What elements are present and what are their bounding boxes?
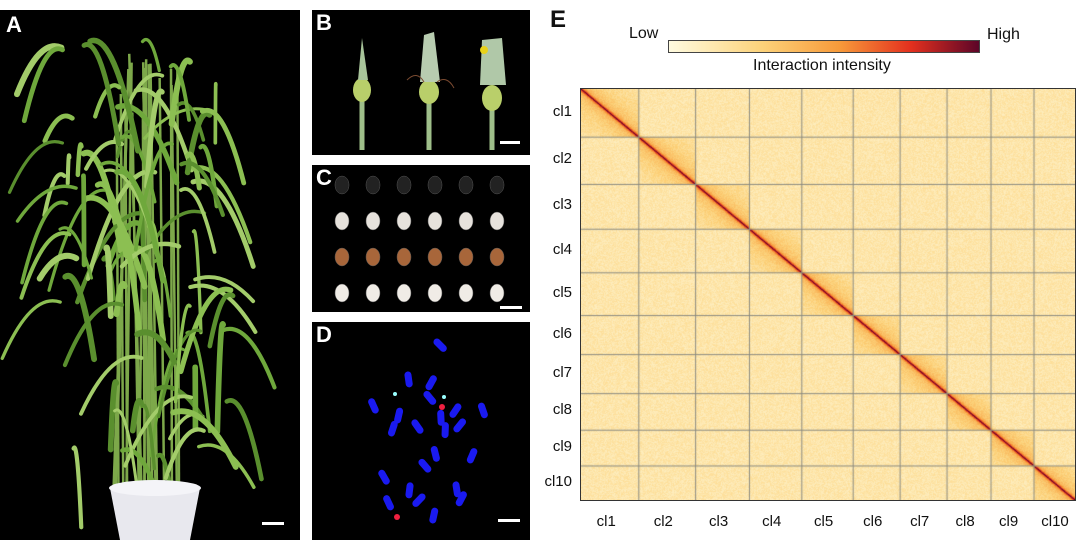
panel-label-c: C (316, 165, 332, 190)
flower-illustration (353, 32, 506, 150)
y-tick-label: cl1 (552, 102, 572, 120)
hic-heatmap (580, 88, 1076, 501)
panel-label-e: E (550, 6, 567, 33)
panel-a-plant-photo: A (0, 10, 300, 540)
scale-bar (498, 519, 520, 522)
y-tick-label: cl3 (552, 196, 572, 214)
x-tick-label: cl1 (596, 513, 616, 530)
x-tick-label: cl4 (762, 513, 782, 530)
y-tick-label: cl5 (552, 283, 572, 301)
y-tick-label: cl4 (552, 240, 572, 258)
colorbar-low-label: Low (629, 25, 659, 42)
y-tick-label: cl2 (552, 150, 572, 168)
panel-label-b: B (316, 10, 332, 35)
plant-illustration (0, 37, 277, 540)
colorbar (668, 40, 980, 53)
scale-bar (500, 306, 522, 309)
y-tick-label: cl7 (552, 363, 572, 381)
y-tick-label: cl10 (544, 472, 572, 490)
x-tick-label: cl3 (709, 513, 729, 530)
x-tick-label: cl5 (814, 513, 834, 530)
x-tick-label: cl2 (653, 513, 673, 530)
chromosome-illustration (368, 338, 488, 524)
panel-label-a: A (6, 12, 22, 37)
y-tick-label: cl9 (552, 437, 572, 455)
y-tick-label: cl6 (552, 324, 572, 342)
seeds-illustration (334, 175, 505, 303)
panel-b-flower-photo: B (312, 10, 530, 155)
colorbar-title: Interaction intensity (753, 57, 891, 74)
x-tick-label: cl7 (910, 513, 930, 530)
x-tick-label: cl8 (955, 513, 975, 530)
x-tick-label: cl9 (999, 513, 1019, 530)
scale-bar (262, 522, 284, 525)
x-tick-label: cl10 (1041, 513, 1069, 530)
x-tick-label: cl6 (863, 513, 883, 530)
y-tick-label: cl8 (552, 401, 572, 419)
colorbar-high-label: High (987, 26, 1020, 43)
panel-c-seed-photo: C (312, 165, 530, 312)
scale-bar (500, 141, 520, 144)
panel-label-d: D (316, 322, 332, 347)
panel-d-chromosome-fish: D (312, 322, 530, 540)
